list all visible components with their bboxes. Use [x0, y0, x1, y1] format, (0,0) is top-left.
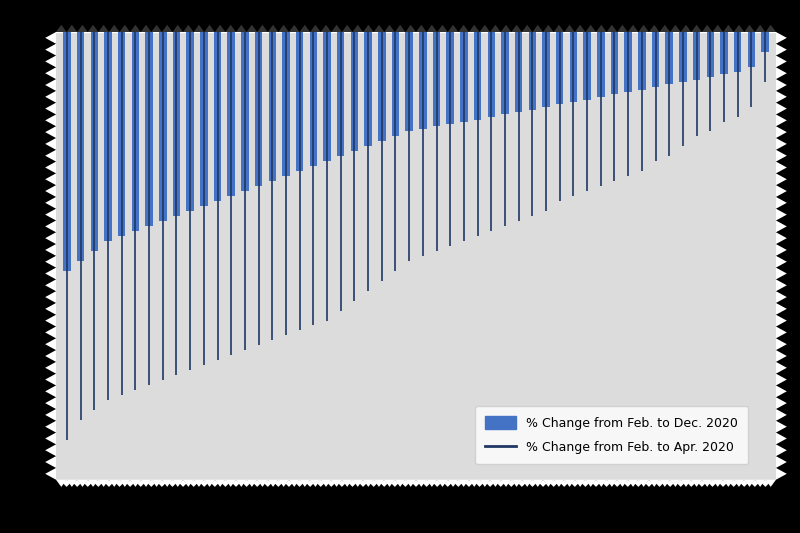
Bar [337, 32, 345, 156]
Bar [529, 32, 536, 110]
Bar [570, 32, 577, 102]
Bar [515, 32, 522, 111]
Bar [652, 32, 659, 87]
Bar [323, 32, 330, 161]
Bar [296, 32, 303, 171]
Bar [378, 32, 386, 141]
Bar [282, 32, 290, 176]
Bar [90, 32, 98, 251]
Bar [419, 32, 426, 130]
Bar [679, 32, 686, 82]
Bar [433, 32, 440, 126]
Bar [638, 32, 646, 90]
Bar [310, 32, 317, 166]
Bar [693, 32, 700, 80]
Bar [200, 32, 207, 206]
Bar [364, 32, 372, 147]
Bar [227, 32, 235, 196]
Bar [269, 32, 276, 181]
Bar [747, 32, 755, 67]
Bar [625, 32, 632, 92]
Bar [556, 32, 563, 103]
Bar [241, 32, 249, 191]
Bar [406, 32, 413, 132]
Bar [63, 32, 70, 271]
Bar [255, 32, 262, 186]
Bar [666, 32, 673, 84]
Bar [446, 32, 454, 124]
Bar [132, 32, 139, 231]
Bar [460, 32, 468, 122]
Bar [597, 32, 605, 96]
Bar [173, 32, 180, 216]
Bar [392, 32, 399, 136]
Bar [542, 32, 550, 107]
Bar [487, 32, 495, 117]
Bar [720, 32, 728, 74]
Bar [474, 32, 482, 119]
Bar [186, 32, 194, 211]
Bar [734, 32, 742, 72]
Bar [706, 32, 714, 77]
Bar [762, 32, 769, 52]
Bar [159, 32, 166, 221]
Bar [350, 32, 358, 151]
Bar [502, 32, 509, 114]
Bar [214, 32, 222, 201]
Bar [77, 32, 85, 261]
Bar [118, 32, 126, 236]
Legend: % Change from Feb. to Dec. 2020, % Change from Feb. to Apr. 2020: % Change from Feb. to Dec. 2020, % Chang… [475, 406, 748, 464]
Bar [104, 32, 112, 241]
Bar [583, 32, 591, 100]
Bar [146, 32, 153, 226]
Bar [610, 32, 618, 94]
